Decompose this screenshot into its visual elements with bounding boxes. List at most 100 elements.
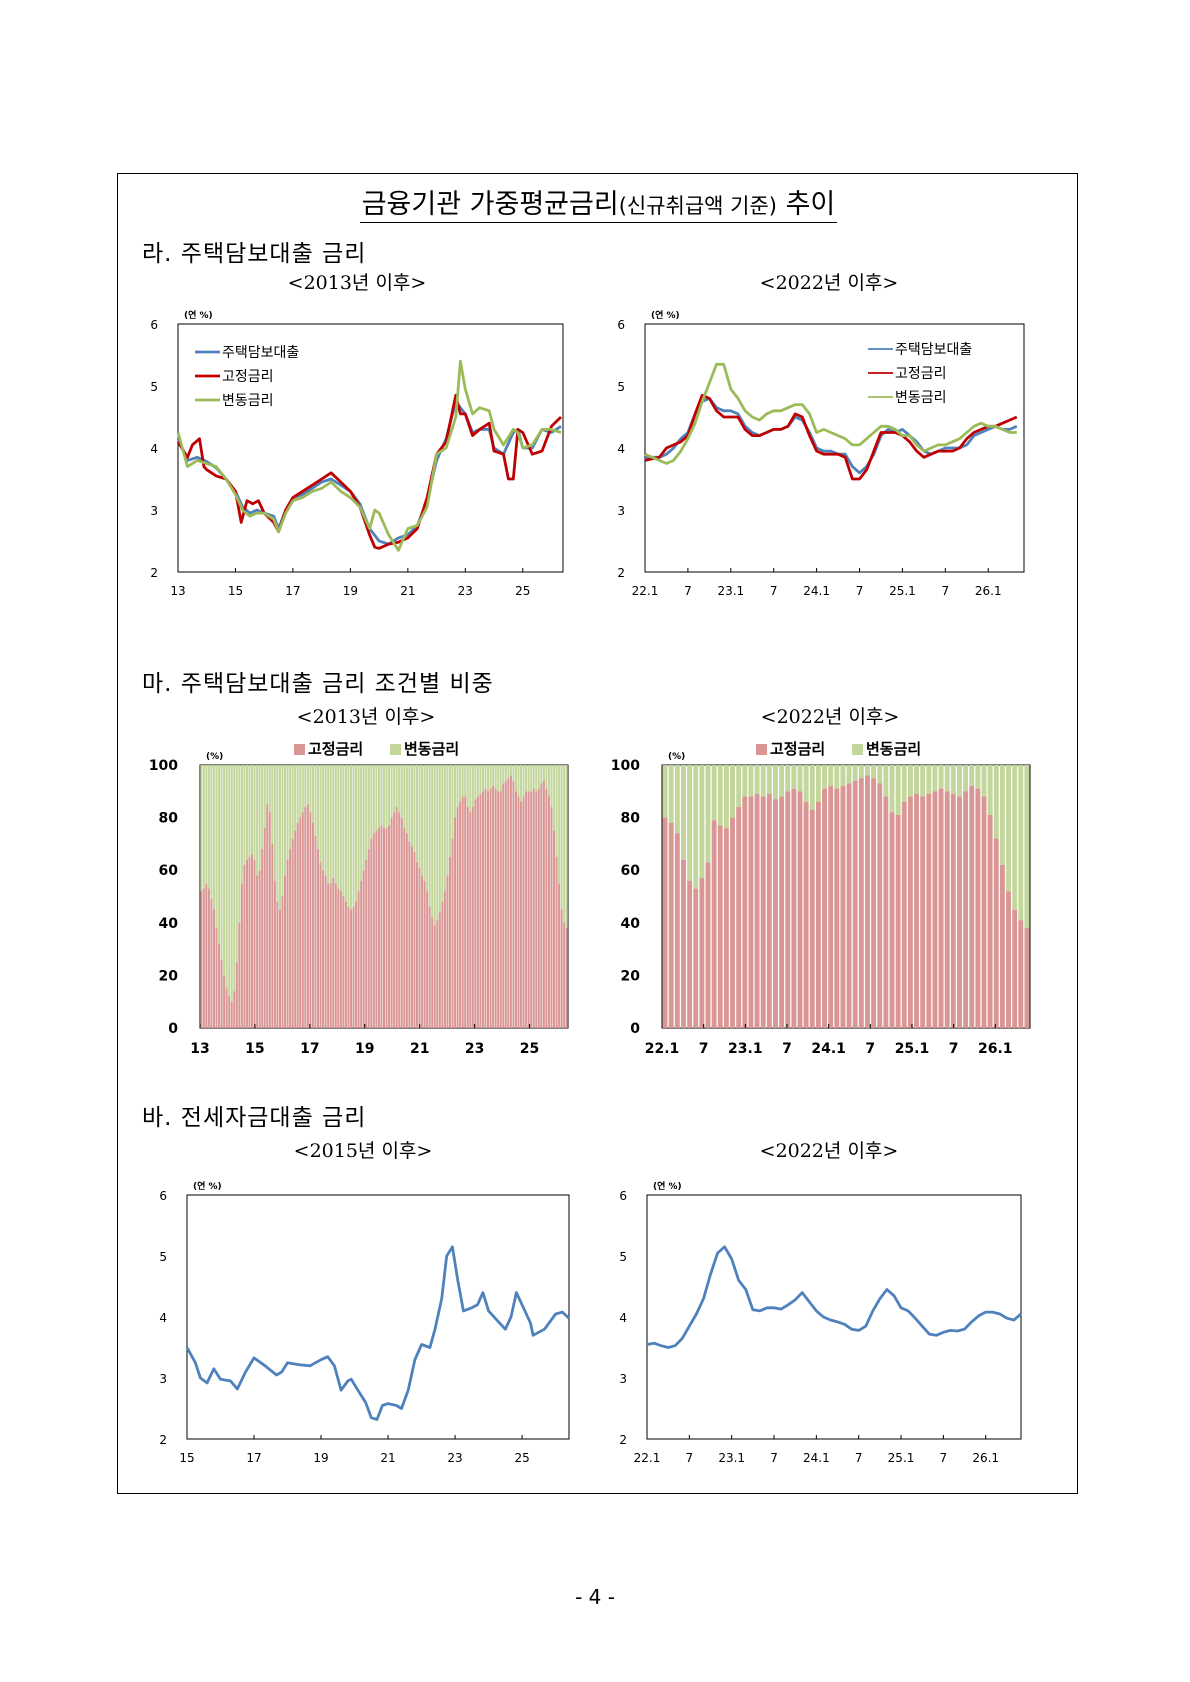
- bar-floating-62: [357, 765, 360, 892]
- y-tick-label: 6: [617, 318, 625, 332]
- bar-fixed-97: [446, 875, 449, 1028]
- bar-fixed-1: [668, 822, 674, 1028]
- bar-floating-55: [339, 765, 342, 892]
- bar-floating-31: [278, 765, 281, 910]
- bar-floating-99: [451, 765, 454, 839]
- bar-fixed-87: [421, 875, 424, 1028]
- bar-fixed-68: [372, 833, 375, 1028]
- bar-floating-138: [550, 765, 553, 808]
- bar-fixed-104: [464, 796, 467, 1028]
- bar-floating-124: [514, 765, 517, 792]
- series-line-0: [176, 400, 562, 546]
- bar-fixed-19: [248, 857, 251, 1028]
- bar-fixed-67: [370, 838, 373, 1028]
- bar-fixed-47: [950, 793, 956, 1028]
- bar-floating-135: [542, 765, 545, 781]
- bar-floating-44: [932, 765, 938, 792]
- bar-fixed-0: [200, 891, 203, 1028]
- bar-fixed-88: [423, 880, 426, 1028]
- bar-fixed-144: [565, 928, 568, 1028]
- bar-fixed-109: [476, 796, 479, 1028]
- bar-fixed-61: [355, 901, 358, 1028]
- bar-fixed-44: [932, 791, 938, 1028]
- x-tick-label: 26.1: [975, 584, 1002, 598]
- bar-fixed-0: [662, 817, 668, 1028]
- bar-floating-123: [512, 765, 515, 781]
- bar-fixed-43: [309, 812, 312, 1028]
- bar-fixed-117: [497, 791, 500, 1028]
- bar-floating-19: [248, 765, 251, 858]
- bar-fixed-16: [760, 796, 766, 1028]
- section-heading-ba: 바. 전세자금대출 금리: [142, 1105, 367, 1131]
- bar-floating-57: [344, 765, 347, 902]
- bar-fixed-128: [525, 791, 528, 1028]
- bar-fixed-64: [362, 870, 365, 1028]
- bar-floating-20: [785, 765, 791, 792]
- bar-fixed-20: [251, 854, 254, 1028]
- legend-label-1: 고정금리: [895, 366, 947, 382]
- bar-floating-73: [385, 765, 388, 829]
- bar-floating-47: [950, 765, 956, 794]
- bar-floating-39: [901, 765, 907, 802]
- bar-fixed-80: [403, 828, 406, 1028]
- bar-floating-22: [797, 765, 803, 792]
- bar-floating-81: [405, 765, 408, 834]
- bar-floating-130: [530, 765, 533, 792]
- y-tick-label: 80: [621, 811, 641, 827]
- x-tick-label: 7: [856, 584, 864, 598]
- bar-floating-43: [309, 765, 312, 813]
- bar-fixed-120: [504, 780, 507, 1028]
- y-tick-label: 0: [168, 1021, 178, 1037]
- bar-fixed-33: [284, 875, 287, 1028]
- bar-floating-7: [705, 765, 711, 863]
- bar-fixed-27: [268, 812, 271, 1028]
- bar-floating-95: [441, 765, 444, 902]
- bar-fixed-3: [681, 859, 686, 1028]
- bar-fixed-29: [840, 786, 846, 1028]
- x-tick-label: 7: [855, 1451, 863, 1465]
- bar-fixed-124: [514, 791, 517, 1028]
- bar-floating-31: [852, 765, 858, 781]
- bar-floating-28: [834, 765, 840, 789]
- bar-floating-103: [461, 765, 464, 797]
- bar-floating-11: [228, 765, 231, 997]
- bar-floating-113: [487, 765, 490, 792]
- bar-fixed-28: [271, 843, 274, 1028]
- y-tick-label: 5: [159, 1250, 167, 1264]
- x-tick-label: 25.1: [888, 1451, 915, 1465]
- bar-floating-46: [944, 765, 950, 792]
- bar-fixed-25: [815, 801, 821, 1028]
- bar-fixed-72: [382, 828, 386, 1028]
- chart-subtitle-c2: <2022년 이후>: [759, 272, 899, 294]
- bar-floating-122: [509, 765, 512, 776]
- bar-floating-109: [476, 765, 479, 797]
- bar-fixed-110: [479, 793, 482, 1028]
- bar-floating-1: [202, 765, 205, 889]
- bar-floating-17: [766, 765, 772, 794]
- bar-fixed-81: [405, 833, 408, 1028]
- bar-fixed-48: [322, 870, 325, 1028]
- bar-fixed-101: [456, 807, 459, 1028]
- y-tick-label: 100: [611, 758, 640, 774]
- x-tick-label: 15: [179, 1451, 194, 1465]
- x-tick-label: 21: [380, 1451, 395, 1465]
- bar-fixed-15: [238, 922, 241, 1028]
- y-tick-label: 4: [159, 1311, 167, 1325]
- bar-fixed-113: [487, 791, 490, 1028]
- x-tick-label: 19: [355, 1041, 374, 1057]
- bar-floating-58: [1018, 765, 1024, 921]
- y-tick-label: 4: [619, 1311, 627, 1325]
- bar-floating-92: [433, 765, 436, 926]
- bar-fixed-69: [375, 830, 378, 1028]
- bar-fixed-17: [243, 864, 246, 1028]
- bar-floating-61: [355, 765, 358, 902]
- bar-fixed-11: [730, 817, 735, 1028]
- bar-fixed-65: [365, 859, 368, 1028]
- bar-floating-55: [999, 765, 1005, 865]
- y-tick-label: 40: [159, 916, 179, 932]
- bar-floating-68: [372, 765, 375, 834]
- bar-floating-116: [494, 765, 497, 789]
- bar-fixed-136: [545, 788, 548, 1028]
- bar-floating-98: [448, 765, 452, 858]
- bar-floating-60: [352, 765, 355, 908]
